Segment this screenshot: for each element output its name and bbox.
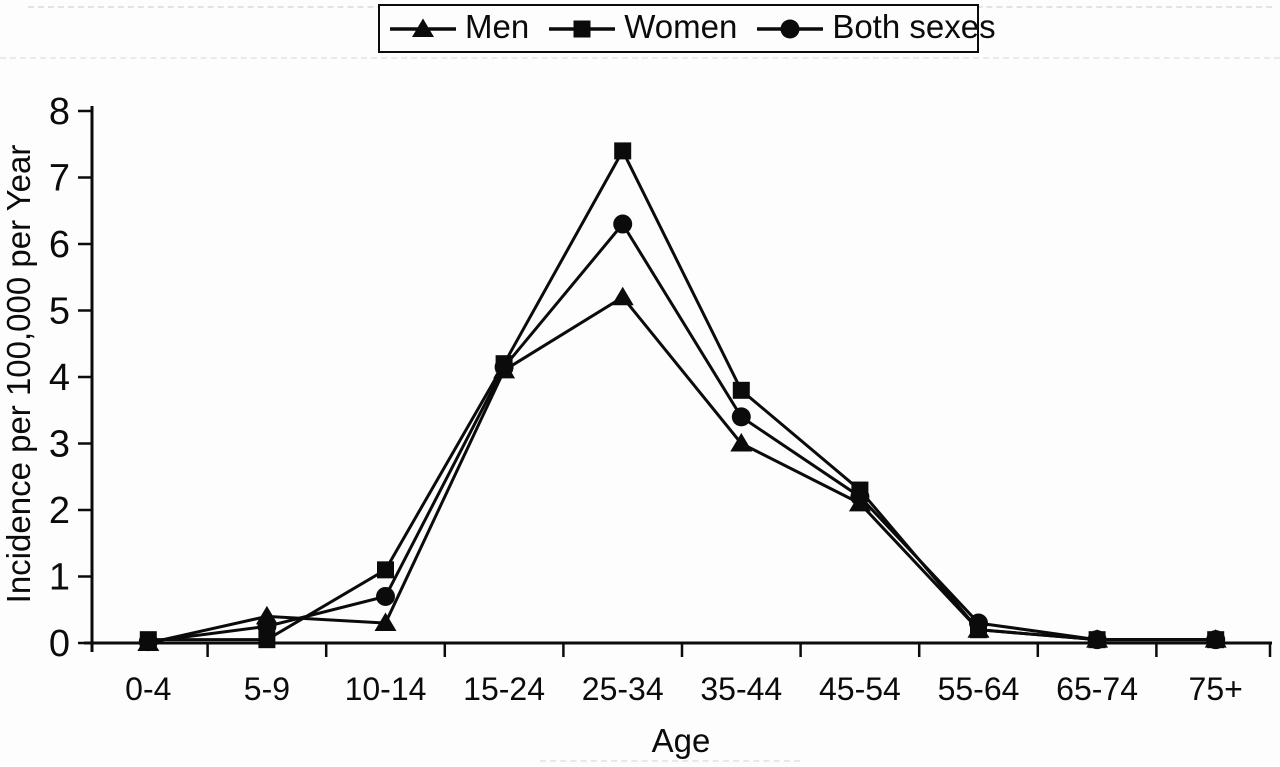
y-tick-label: 5 (49, 291, 70, 333)
x-axis-ticks: 0-4 5-9 10-14 15-24 25-34 35-44 45-54 55-64 65-7… (125, 643, 1272, 707)
series-marker-both-sexes (613, 214, 633, 234)
series-marker-women (258, 631, 276, 649)
legend-item-both-sexes: Both sexes (757, 7, 996, 48)
series-marker-women (732, 381, 750, 399)
scan-artifact-legend (0, 57, 1280, 59)
y-axis-ticks: 0 1 2 3 4 5 6 7 8 (49, 91, 93, 665)
x-tick-label: 45-54 (819, 671, 901, 707)
x-tick-label: 25-34 (582, 671, 664, 707)
y-axis-title: Incidence per 100,000 per Year (0, 145, 37, 604)
series-marker-men (374, 612, 397, 632)
series-marker-men (730, 433, 753, 452)
legend-item-men: Men (390, 7, 530, 48)
y-tick-label: 7 (49, 158, 70, 200)
legend-item-women: Women (549, 7, 738, 48)
series-marker-both-sexes (376, 586, 395, 606)
series-marker-women (1088, 631, 1106, 649)
x-tick-label: 75+ (1189, 671, 1243, 707)
x-tick-label: 55-64 (938, 671, 1020, 707)
series-line-women (148, 147, 1216, 642)
series-line-men (147, 295, 1216, 645)
circle-marker-icon (757, 19, 824, 38)
y-tick-label: 1 (49, 557, 70, 599)
series-marker-women (377, 561, 394, 579)
series-marker-both-sexes (257, 616, 277, 636)
series-marker-women (1207, 631, 1225, 649)
x-tick-label: 15-24 (463, 671, 545, 707)
legend-marker (573, 20, 591, 37)
legend-item-label: Both sexes (832, 7, 996, 45)
y-tick-label: 4 (49, 357, 70, 399)
legend-item-label: Women (624, 7, 738, 45)
y-tick-label: 6 (49, 224, 70, 266)
chart-legend: Men Women Both sexes (378, 4, 996, 53)
triangle-marker-icon (390, 18, 456, 37)
series-marker-women (851, 481, 869, 499)
y-tick-label: 0 (49, 623, 70, 665)
x-tick-label: 5-9 (244, 671, 290, 707)
series-marker-both-sexes (731, 407, 751, 427)
legend-marker (412, 18, 434, 37)
data-series (137, 142, 1227, 652)
series-line-both-sexes (148, 221, 1216, 644)
series-marker-men (611, 286, 634, 306)
series-marker-women (139, 631, 157, 649)
legend-item-label: Men (465, 7, 530, 45)
y-tick-label: 3 (49, 424, 70, 466)
x-tick-label: 10-14 (345, 671, 427, 707)
series-marker-women (495, 355, 513, 373)
legend-marker (780, 19, 800, 38)
y-tick-label: 8 (49, 91, 70, 133)
square-marker-icon (549, 20, 616, 37)
scan-artifact-bottom (540, 760, 800, 762)
series-marker-women (614, 142, 632, 160)
x-axis-title: Age (652, 722, 711, 759)
x-tick-label: 0-4 (125, 671, 171, 707)
x-tick-label: 35-44 (700, 671, 782, 707)
series-marker-women (970, 621, 987, 639)
x-tick-label: 65-74 (1056, 671, 1138, 707)
y-tick-label: 2 (49, 490, 70, 532)
